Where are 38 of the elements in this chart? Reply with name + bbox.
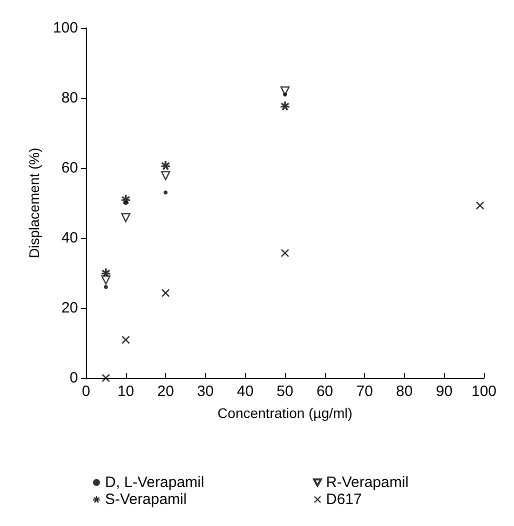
y-tick-label: 80 <box>61 90 78 106</box>
point <box>283 92 287 96</box>
x-tick-label: 80 <box>396 383 413 400</box>
y-tick-label: 0 <box>70 370 78 386</box>
y-tick-label: 40 <box>61 230 78 246</box>
point <box>104 285 108 289</box>
point <box>162 288 170 297</box>
point <box>281 249 289 258</box>
point <box>280 102 290 111</box>
x-tick-label: 50 <box>276 383 294 400</box>
y-axis-title: Displacement (%) <box>26 148 42 258</box>
point <box>101 275 110 285</box>
y-tick-label: 20 <box>61 300 78 316</box>
point <box>122 336 130 344</box>
y-tick-label: 60 <box>61 160 78 176</box>
y-tick-label: 100 <box>52 20 78 36</box>
point <box>161 161 170 170</box>
point <box>121 213 130 222</box>
x-tick-label: 60 <box>316 383 334 400</box>
legend-label: D617 <box>326 491 362 508</box>
legend-label: R-Verapamil <box>326 474 409 491</box>
x-tick-label: 20 <box>157 383 174 400</box>
legend-label: D, L-Verapamil <box>105 474 204 491</box>
point <box>102 374 110 382</box>
x-tick-label: 10 <box>117 383 134 400</box>
point <box>476 201 484 210</box>
x-tick-label: 90 <box>436 383 453 400</box>
x-tick-label: 30 <box>197 383 214 400</box>
x-tick-label: 0 <box>82 383 90 400</box>
point <box>161 171 170 180</box>
x-axis-title: Concentration (µg/ml) <box>218 405 352 421</box>
point <box>164 190 168 194</box>
point <box>280 86 290 96</box>
legend-label: S-Verapamil <box>105 491 187 508</box>
point <box>124 201 128 205</box>
x-tick-label: 40 <box>236 383 254 400</box>
x-tick-label: 100 <box>471 383 497 400</box>
x-tick-label: 70 <box>356 383 373 400</box>
